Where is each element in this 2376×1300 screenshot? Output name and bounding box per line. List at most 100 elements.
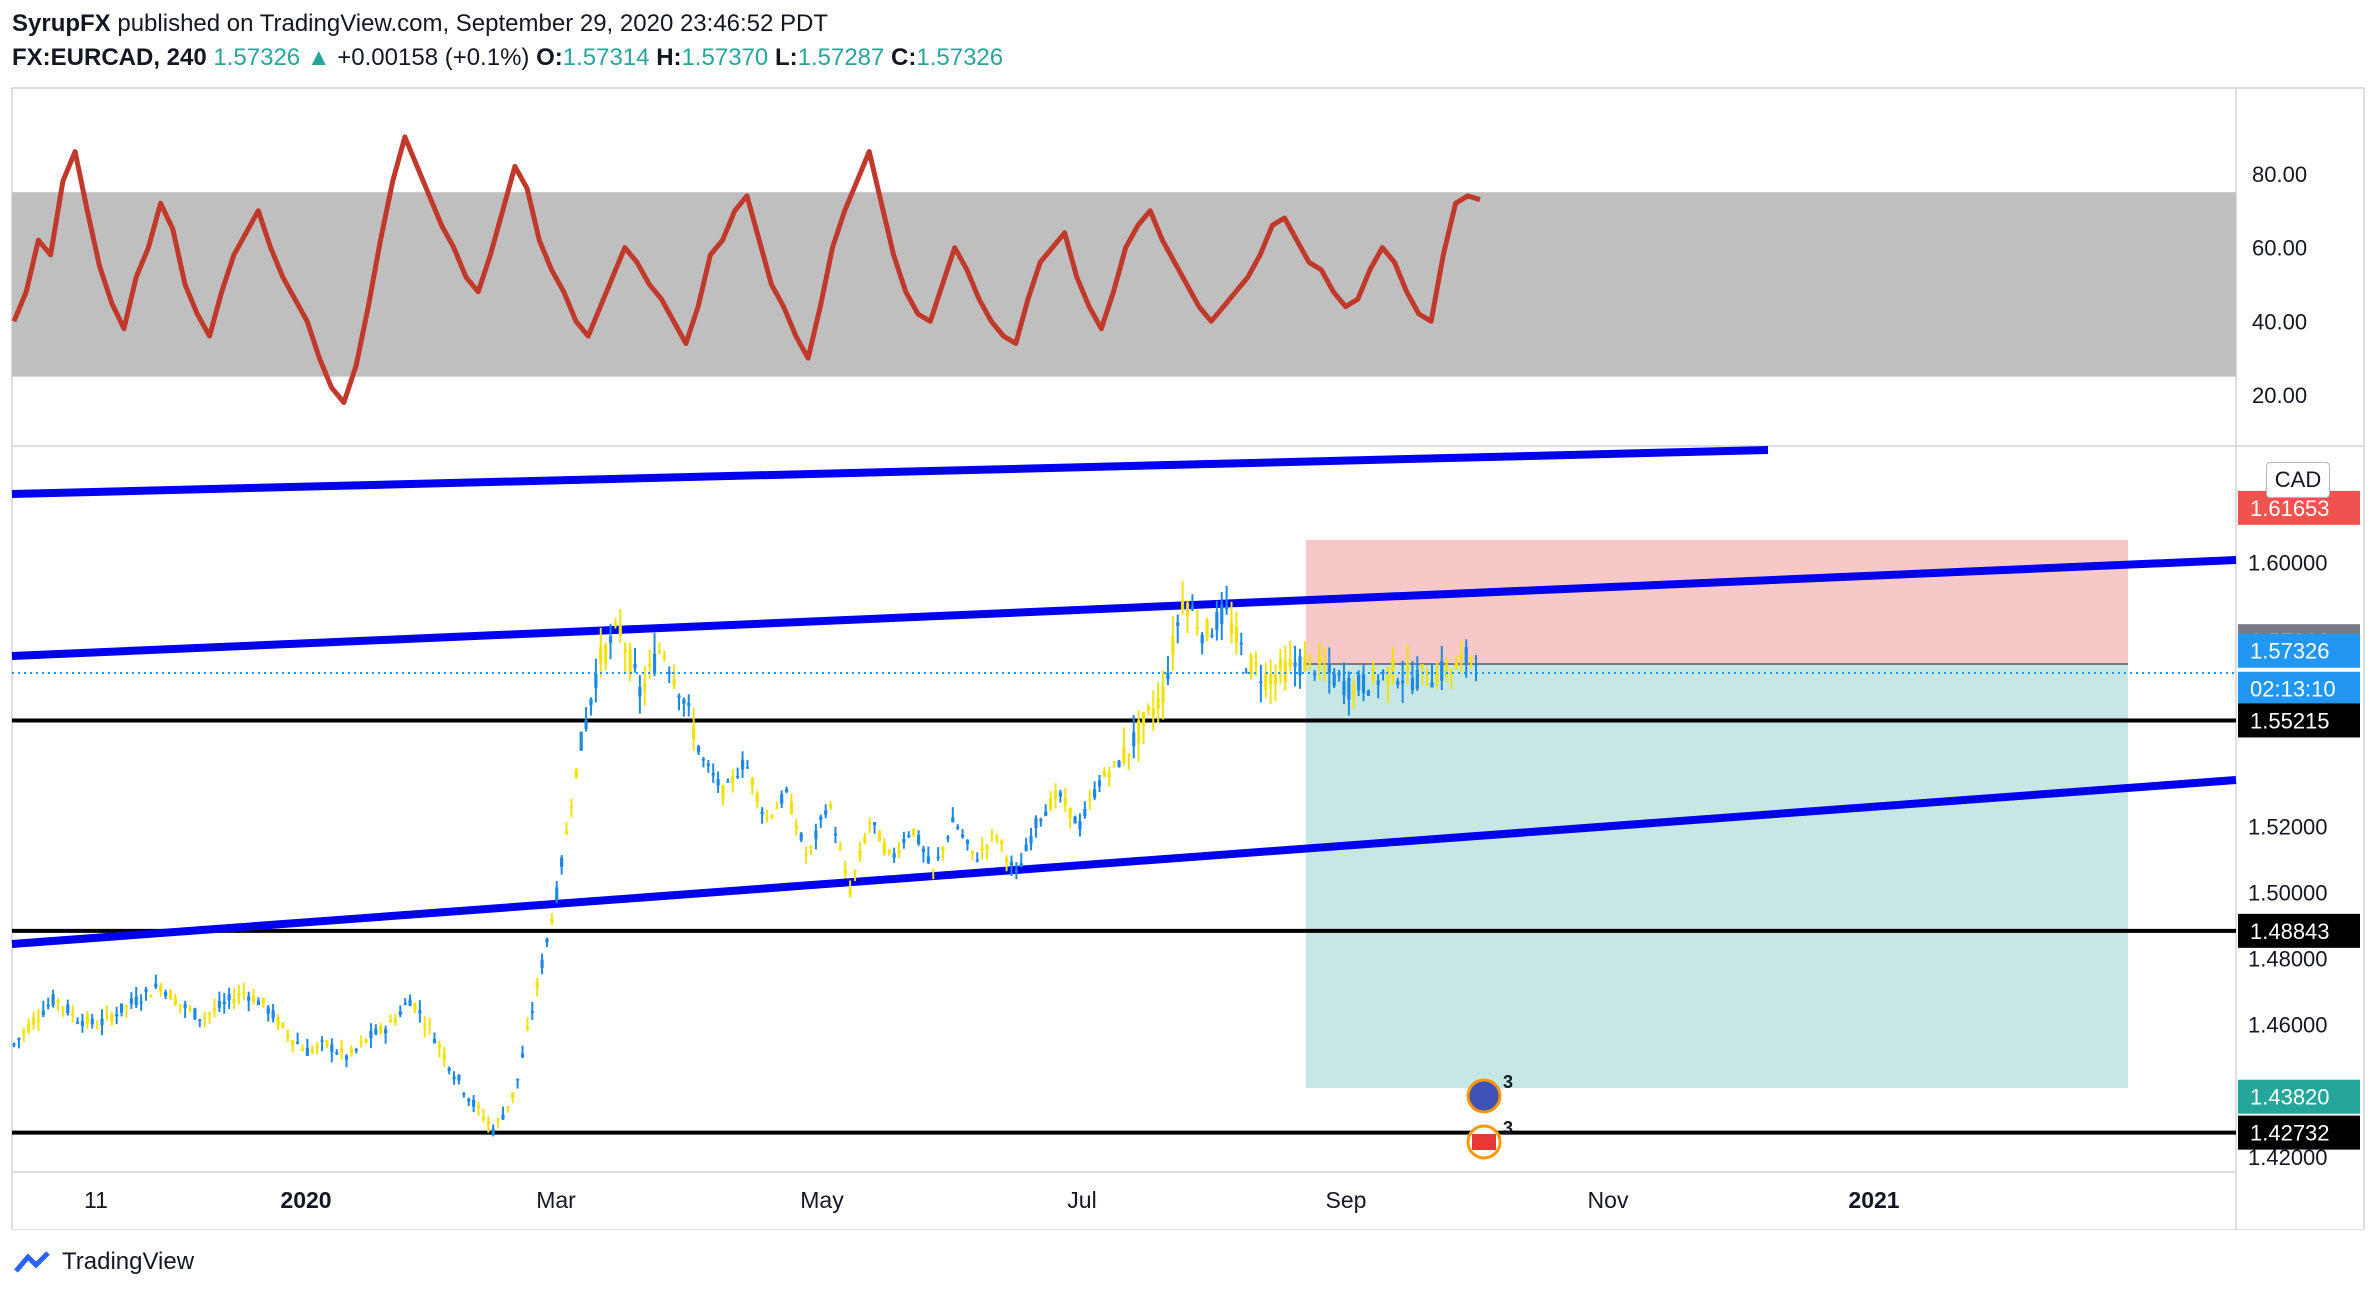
candle-body	[344, 1055, 349, 1060]
price-level-label-bg	[2238, 1079, 2360, 1114]
candle-body	[613, 622, 618, 625]
candle-body	[1185, 603, 1190, 616]
candle-body	[780, 794, 784, 804]
candle-body	[633, 664, 637, 669]
candle-body	[1058, 792, 1062, 797]
candle-body	[22, 1030, 26, 1034]
candle-body	[1190, 606, 1195, 610]
take-profit-zone[interactable]	[1306, 664, 2128, 1088]
candle-body	[1420, 664, 1424, 668]
candle-body	[511, 1092, 515, 1098]
channel-lower-trendline[interactable]	[11, 776, 2237, 948]
candle-body	[760, 811, 764, 815]
candle-body	[247, 996, 251, 1001]
candle-body	[599, 646, 603, 664]
candle-body	[374, 1028, 378, 1035]
candle-body	[1347, 678, 1351, 700]
candle-body	[1244, 671, 1248, 674]
candle-body	[1259, 681, 1263, 683]
candle-body	[183, 1004, 187, 1009]
candle-body	[1229, 622, 1234, 634]
candle-body	[1269, 674, 1273, 685]
candle-body	[173, 997, 177, 1005]
candle-body	[1273, 674, 1278, 685]
candle-body	[1102, 771, 1106, 777]
candle-body	[1317, 655, 1322, 665]
candle-body	[315, 1044, 319, 1048]
candle-body	[692, 726, 696, 740]
candle-body	[472, 1099, 476, 1107]
candle-body	[936, 856, 940, 859]
candle-body	[1376, 680, 1380, 685]
candle-body	[428, 1023, 432, 1025]
candle-body	[916, 834, 921, 844]
candle-body	[887, 849, 891, 853]
candle-body	[1195, 627, 1199, 630]
candle-body	[1205, 619, 1209, 638]
candle-body	[256, 1000, 261, 1005]
candle-body	[467, 1098, 471, 1102]
candle-body	[809, 846, 813, 848]
candle-body	[652, 653, 657, 674]
channel-upper-trendline[interactable]	[11, 556, 2237, 660]
candle-body	[369, 1031, 373, 1039]
candle-body	[750, 778, 754, 786]
candle-body	[740, 759, 745, 770]
candle-body	[349, 1048, 353, 1054]
rsi-pane: 80.00 60.00 40.00 20.00	[11, 134, 2307, 408]
candle-body	[276, 1017, 280, 1027]
symbol-label[interactable]: FX:EURCAD, 240	[12, 44, 207, 71]
candle-body	[540, 959, 544, 968]
candle-body	[1405, 663, 1410, 670]
candle-body	[388, 1019, 393, 1023]
candle-body	[134, 996, 138, 1006]
eu-flag-icon[interactable]	[1466, 1078, 1502, 1114]
candle-body	[1093, 789, 1097, 798]
candle-body	[291, 1040, 295, 1045]
candle-body	[188, 1007, 192, 1010]
candle-body	[496, 1119, 500, 1122]
ca-event-marker[interactable]: 3	[1466, 1118, 1513, 1160]
candle-body	[990, 832, 994, 835]
candle-body	[154, 983, 158, 988]
candle-body	[1401, 680, 1405, 683]
time-tick-label: May	[800, 1187, 844, 1213]
candle-body	[1034, 817, 1038, 829]
candle-body	[794, 824, 798, 829]
candle-body	[75, 1022, 80, 1024]
candle-body	[657, 650, 662, 653]
open-value: 1.57314	[562, 44, 650, 71]
candle-body	[300, 1048, 305, 1052]
candle-body	[584, 720, 588, 730]
candle-body	[755, 793, 759, 802]
rsi-tick-label: 40.00	[2252, 309, 2307, 334]
candle-body	[46, 1004, 50, 1007]
upper-trendline-top[interactable]	[11, 446, 1769, 498]
candle-body	[481, 1116, 486, 1120]
candle-body	[530, 1011, 534, 1013]
eu-event-marker[interactable]: 3	[1466, 1072, 1513, 1114]
stop-loss-zone[interactable]	[1306, 540, 2128, 664]
candle-body	[921, 848, 926, 853]
candle-body	[980, 847, 984, 851]
candle-body	[770, 815, 774, 818]
candle-body	[1161, 686, 1165, 704]
candle-body	[271, 1010, 275, 1019]
candle-body	[1278, 659, 1283, 669]
candle-body	[1225, 606, 1229, 610]
candle-body	[222, 1001, 226, 1005]
candle-body	[1283, 661, 1287, 683]
candle-body	[217, 1000, 221, 1008]
candle-body	[1454, 661, 1459, 669]
candle-body	[1156, 698, 1160, 709]
candle-body	[1176, 622, 1180, 626]
candle-body	[486, 1121, 490, 1124]
candle-body	[638, 686, 642, 697]
currency-badge[interactable]: CAD	[2266, 462, 2330, 498]
footer-brand[interactable]: TradingView	[62, 1248, 195, 1275]
candle-body	[1029, 836, 1033, 844]
candle-body	[384, 1029, 388, 1034]
chart-area[interactable]: 80.00 60.00 40.00 20.00 1.60000 1.52000 1.500…	[0, 0, 2376, 1230]
author-name[interactable]: SyrupFX	[12, 10, 111, 37]
low-value: 1.57287	[797, 44, 885, 71]
